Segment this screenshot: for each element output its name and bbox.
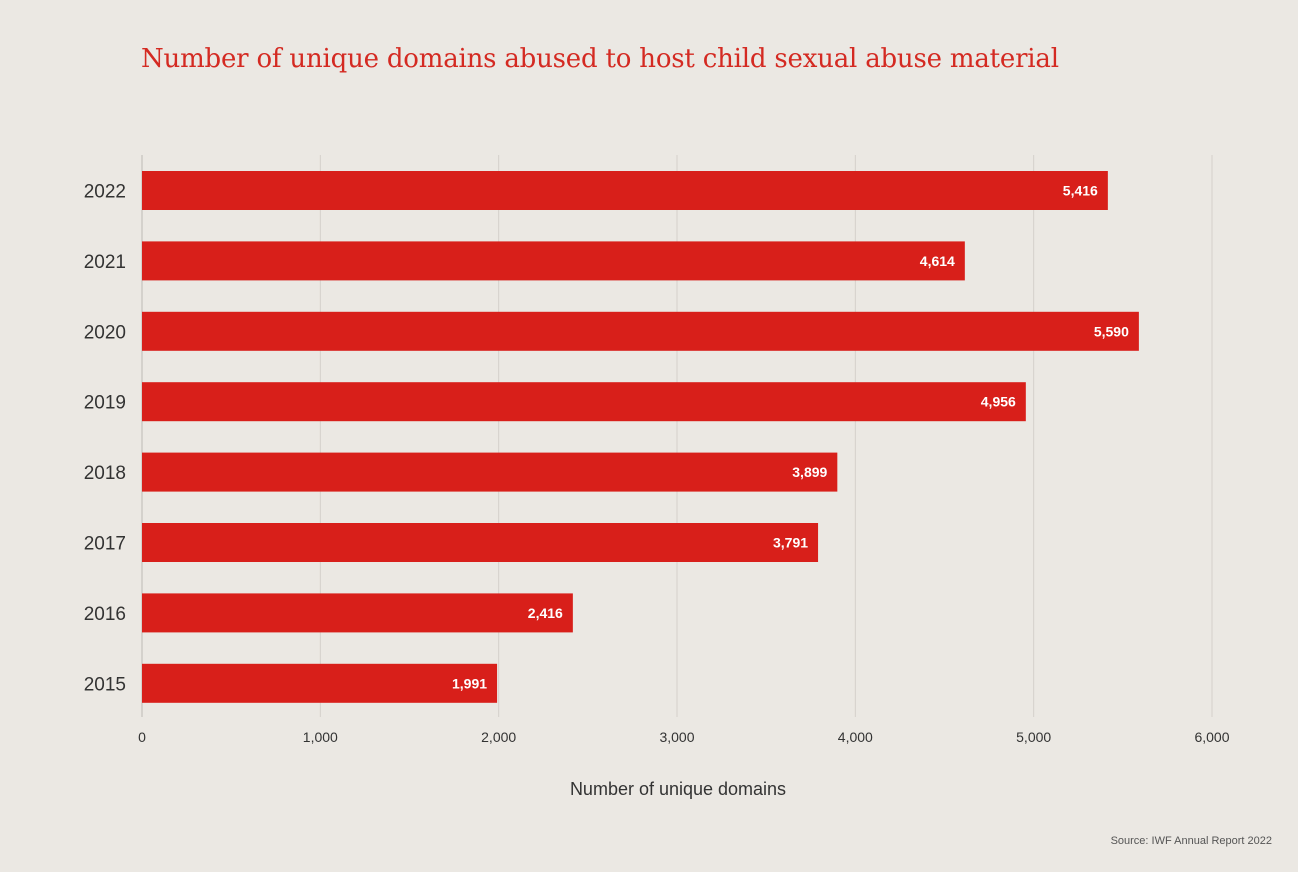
x-tick-label: 0 [138,729,146,745]
bar-value-label: 5,590 [1094,323,1129,339]
bar [142,382,1026,422]
bar [142,593,573,633]
chart-title: Number of unique domains abused to host … [141,44,1059,74]
bar [142,663,498,703]
bar-value-label: 5,416 [1063,183,1098,199]
category-label: 2021 [84,252,126,273]
bar-value-label: 4,956 [981,394,1016,410]
gridlines [141,155,1213,717]
category-label: 2018 [84,463,126,484]
bar [142,452,838,492]
bar-value-label: 2,416 [528,605,563,621]
bar-value-label: 4,614 [920,253,955,269]
bar-value-label: 3,899 [792,464,827,480]
category-label: 2019 [84,393,126,414]
x-tick-label: 4,000 [838,729,873,745]
bar [142,523,819,562]
category-label: 2020 [84,322,126,343]
x-tick-label: 1,000 [303,729,338,745]
bar [142,311,1139,351]
labels: 0 1,000 2,000 3,000 4,000 5,000 6,000 2022 5,416… [84,182,1230,746]
x-tick-label: 5,000 [1016,729,1051,745]
source-note: Source: IWF Annual Report 2022 [1110,835,1272,847]
category-label: 2022 [84,182,126,203]
x-tick-label: 3,000 [659,729,694,745]
x-tick-label: 2,000 [481,729,516,745]
bars [142,171,1139,703]
bar-value-label: 1,991 [452,675,487,691]
category-label: 2016 [84,604,126,625]
bar-value-label: 3,791 [773,535,808,551]
bar [142,241,965,281]
x-axis-title: Number of unique domains [570,779,786,799]
bar [142,171,1108,210]
x-tick-label: 6,000 [1194,729,1229,745]
category-label: 2015 [84,674,126,695]
category-label: 2017 [84,534,126,555]
